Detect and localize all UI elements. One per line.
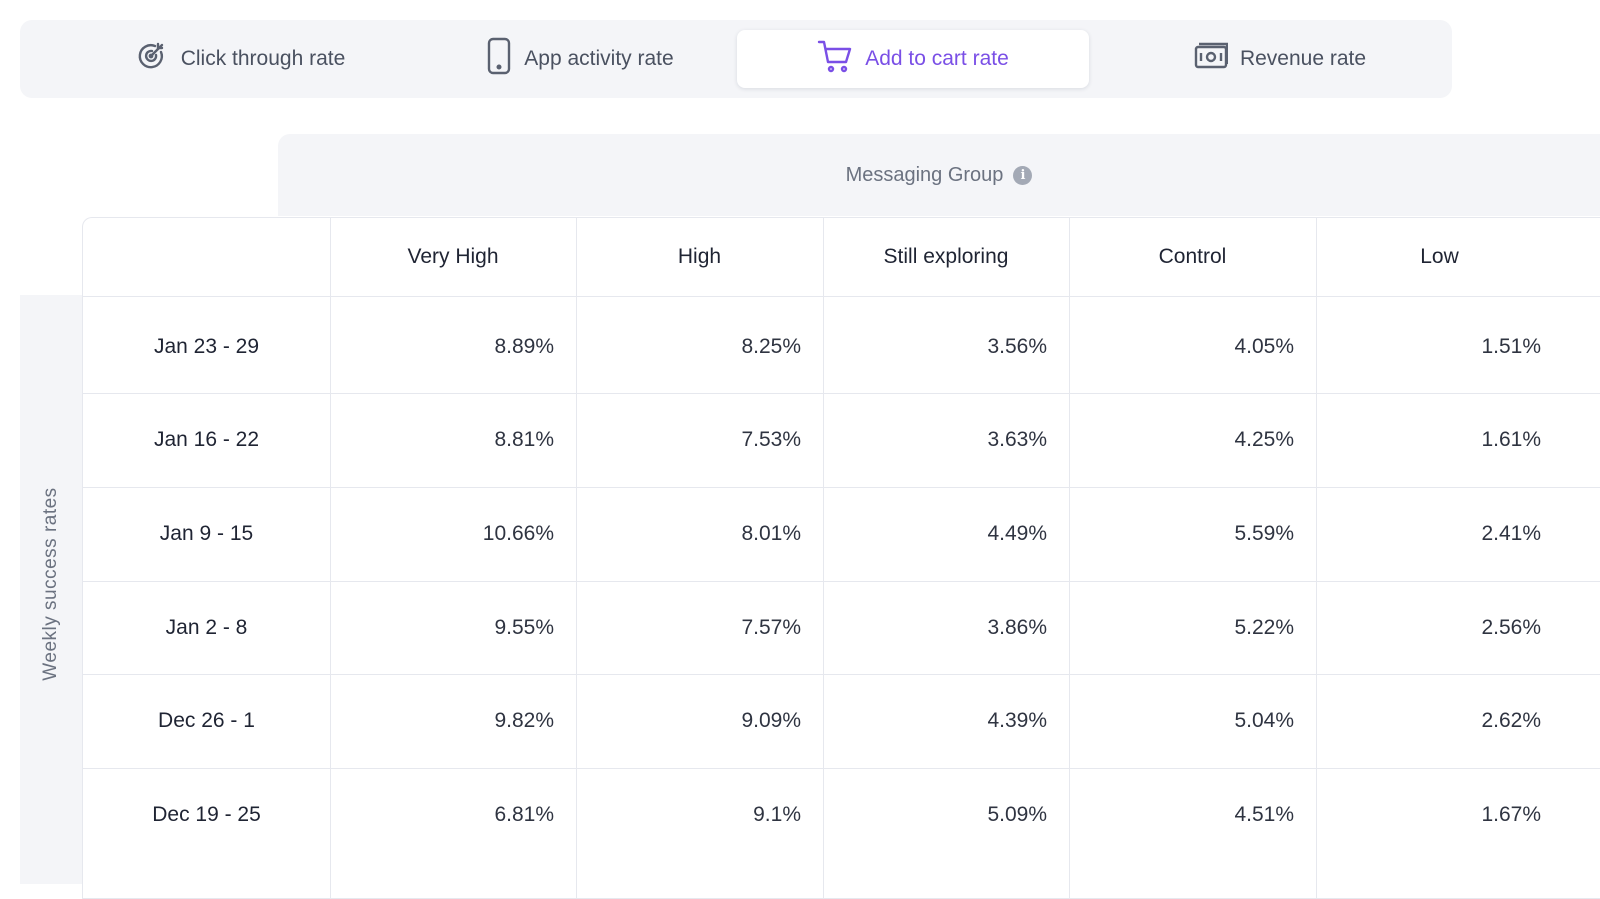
cart-icon — [817, 38, 853, 80]
table-cell: 9.09% — [741, 709, 801, 732]
info-icon[interactable]: i — [1013, 165, 1033, 185]
phone-icon — [486, 37, 512, 81]
column-header-high: High — [677, 245, 722, 268]
table-cell: 9.1% — [753, 802, 801, 826]
success-rate-table: Very High High Still exploring Control L… — [82, 217, 1600, 899]
table-cell: 8.25% — [741, 334, 801, 358]
row-label: Dec 19 - 25 — [152, 802, 261, 826]
row-label: Jan 9 - 15 — [159, 522, 254, 545]
table-cell: 8.01% — [741, 522, 801, 545]
side-label-strip — [20, 295, 82, 884]
column-header-still-exploring: Still exploring — [883, 245, 1009, 268]
table-cell: 9.82% — [494, 709, 554, 732]
column-header-low: Low — [1420, 245, 1459, 268]
table-cell: 1.51% — [1481, 334, 1541, 358]
tab-label: Add to cart rate — [865, 47, 1009, 70]
row-label: Jan 16 - 22 — [153, 428, 260, 451]
table-cell: 3.56% — [987, 334, 1047, 358]
table-cell: 8.89% — [494, 334, 554, 358]
table-cell: 4.05% — [1234, 334, 1294, 358]
target-icon — [135, 39, 169, 79]
table-cell: 10.66% — [482, 522, 554, 545]
tab-add-to-cart-rate[interactable]: Add to cart rate — [737, 30, 1089, 88]
row-label: Jan 23 - 29 — [153, 334, 260, 358]
tab-click-through-rate[interactable]: Click through rate — [80, 30, 400, 88]
table-cell: 5.09% — [987, 802, 1047, 826]
table-cell: 5.59% — [1234, 522, 1294, 545]
column-header-very-high: Very High — [407, 245, 499, 268]
table-cell: 3.63% — [987, 428, 1047, 451]
table-cell: 2.62% — [1481, 709, 1541, 732]
tab-revenue-rate[interactable]: Revenue rate — [1165, 30, 1395, 88]
metric-tabs: Click through rate App activity rate Add… — [20, 20, 1452, 98]
table-cell: 2.41% — [1481, 522, 1541, 545]
tab-app-activity-rate[interactable]: App activity rate — [440, 30, 720, 88]
table-cell: 4.51% — [1234, 802, 1294, 826]
table-cell: 7.57% — [741, 615, 801, 639]
row-label: Jan 2 - 8 — [165, 615, 248, 639]
table-cell: 8.81% — [494, 428, 554, 451]
tab-label: Revenue rate — [1239, 47, 1367, 70]
money-icon — [1194, 41, 1229, 77]
table-cell: 4.25% — [1234, 428, 1294, 451]
table-cell: 1.61% — [1481, 428, 1541, 451]
table-cell: 5.04% — [1234, 709, 1294, 732]
weekly-success-rates-label: Weekly success rates — [40, 487, 61, 681]
table-cell: 9.55% — [494, 615, 554, 639]
row-label: Dec 26 - 1 — [158, 709, 255, 732]
group-header-label: Messaging Group — [845, 163, 1004, 186]
table-cell: 3.86% — [987, 615, 1047, 639]
table-cell: 2.56% — [1481, 615, 1541, 639]
messaging-group-header: Messaging Group i — [278, 134, 1600, 216]
table-cell: 1.67% — [1481, 802, 1541, 826]
tab-label: Click through rate — [180, 47, 346, 70]
table-cell: 5.22% — [1234, 615, 1294, 639]
table-cell: 6.81% — [494, 802, 554, 826]
table-cell: 4.39% — [987, 709, 1047, 732]
column-header-control: Control — [1158, 245, 1227, 268]
table-cell: 4.49% — [987, 522, 1047, 545]
table-cell: 7.53% — [741, 428, 801, 451]
tab-label: App activity rate — [524, 47, 674, 70]
